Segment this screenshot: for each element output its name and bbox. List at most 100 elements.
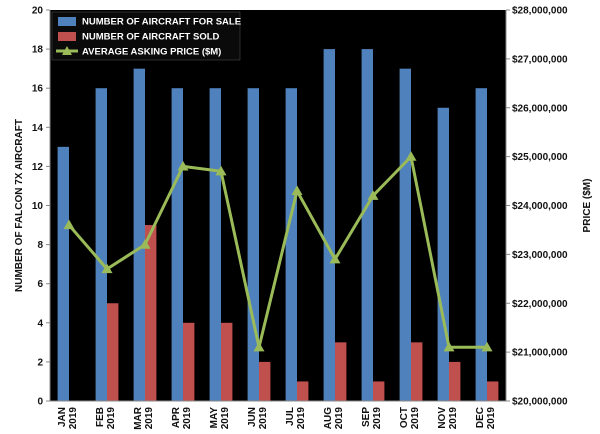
bar-for-sale (95, 88, 107, 401)
x-tick-year: 2019 (258, 407, 269, 430)
x-tick-year: 2019 (334, 407, 345, 430)
price-marker (63, 219, 75, 230)
legend-label: AVERAGE ASKING PRICE ($M) (82, 47, 221, 58)
bar-for-sale (209, 88, 221, 401)
legend-label: NUMBER OF AIRCRAFT SOLD (82, 32, 220, 43)
plot-area (50, 10, 506, 401)
x-tick-label: DEC2019 (475, 407, 497, 430)
y-tick-label-right: $20,000,000 (512, 397, 568, 408)
y-tick-label-right: $21,000,000 (512, 348, 568, 359)
bar-sold (107, 303, 119, 401)
y-tick-label-left: 10 (32, 201, 44, 212)
bar-for-sale (437, 107, 449, 401)
bar-sold (373, 381, 385, 401)
y-tick-label-left: 20 (32, 6, 44, 17)
price-marker (405, 151, 417, 161)
y-tick-label-left: 4 (37, 318, 43, 329)
x-tick-year: 2019 (410, 407, 421, 430)
y-axis-title-left: NUMBER OF FALCON 7X AIRCRAFT (14, 119, 25, 292)
bar-for-sale (285, 88, 297, 401)
y-tick-label-left: 6 (37, 279, 43, 290)
x-tick-year: 2019 (106, 407, 117, 430)
x-tick-year: 2019 (144, 407, 155, 430)
x-tick-month: NOV (437, 407, 448, 429)
legend-box (51, 11, 241, 61)
y-tick-label-left: 14 (32, 123, 44, 134)
legend-swatch (58, 32, 76, 41)
y-axis-title-right: PRICE ($M) (582, 179, 593, 233)
price-marker (367, 190, 379, 200)
x-tick-month: JUL (285, 407, 296, 426)
x-tick-month: OCT (399, 407, 410, 428)
x-tick-label: JAN2019 (57, 407, 79, 430)
price-marker (253, 341, 265, 352)
axes-layer: 0 2 4 6 8 10 12 14 16 18 20 $20,000,000 $21,000,000 $… (32, 6, 568, 430)
bar-sold (449, 361, 461, 401)
bar-sold (411, 342, 423, 401)
bars-layer (57, 49, 499, 402)
bar-for-sale (133, 68, 145, 402)
bar-for-sale (247, 88, 259, 401)
x-tick-label: NOV2019 (437, 407, 459, 430)
x-tick-year: 2019 (486, 407, 497, 430)
x-tick-month: AUG (323, 407, 334, 429)
bar-for-sale (57, 146, 69, 401)
bar-sold (297, 381, 309, 401)
x-tick-label: OCT2019 (399, 407, 421, 430)
price-marker (443, 341, 455, 352)
x-tick-year: 2019 (296, 407, 307, 430)
y-tick-label-left: 2 (37, 357, 43, 368)
x-tick-month: JAN (57, 407, 68, 427)
x-tick-year: 2019 (220, 407, 231, 430)
price-marker (215, 165, 227, 176)
x-tick-label: APR2019 (171, 406, 193, 429)
x-tick-label: AUG2019 (323, 407, 345, 430)
price-line (67, 155, 487, 349)
x-tick-month: JUN (247, 407, 258, 427)
y-tick-label-right: $27,000,000 (512, 54, 568, 65)
y-tick-label-right: $22,000,000 (512, 299, 568, 310)
x-tick-month: MAY (209, 407, 220, 429)
bar-sold (145, 225, 157, 401)
y-tick-label-left: 8 (37, 240, 43, 251)
legend-swatch-marker (62, 46, 72, 55)
x-tick-month: FEB (95, 407, 106, 427)
bar-for-sale (475, 88, 487, 401)
price-marker (329, 253, 341, 264)
bar-for-sale (171, 88, 183, 401)
x-tick-month: DEC (475, 407, 486, 428)
legend-label: NUMBER OF AIRCRAFT FOR SALE (82, 17, 241, 28)
x-tick-month: APR (171, 406, 182, 428)
x-tick-label: MAY2019 (209, 407, 231, 430)
x-tick-label: MAR2019 (133, 406, 155, 430)
line-layer (63, 151, 493, 352)
bar-for-sale (323, 49, 335, 401)
price-marker (481, 341, 493, 352)
bar-sold (183, 322, 195, 401)
bar-sold (259, 361, 271, 401)
bar-for-sale (361, 49, 373, 401)
y-tick-label-right: $28,000,000 (512, 6, 568, 17)
legend: NUMBER OF AIRCRAFT FOR SALE NUMBER OF AIR… (51, 11, 241, 61)
bar-for-sale (399, 68, 411, 402)
y-tick-label-right: $26,000,000 (512, 103, 568, 114)
y-tick-label-right: $23,000,000 (512, 250, 568, 261)
price-marker (101, 263, 113, 274)
y-tick-label-right: $24,000,000 (512, 201, 568, 212)
x-tick-label: JUL2019 (285, 407, 307, 430)
bar-sold (487, 381, 499, 401)
price-marker (139, 239, 151, 249)
x-tick-year: 2019 (182, 407, 193, 430)
x-tick-label: FEB2019 (95, 407, 117, 430)
x-tick-month: SEP (361, 407, 372, 427)
x-tick-label: JUN2019 (247, 407, 269, 430)
x-tick-month: MAR (133, 406, 144, 430)
price-marker (177, 160, 189, 171)
y-tick-label-left: 16 (32, 84, 44, 95)
y-tick-label-left: 12 (32, 162, 44, 173)
y-tick-label-left: 0 (37, 397, 43, 408)
legend-swatch (58, 17, 76, 26)
x-tick-year: 2019 (68, 407, 79, 430)
price-marker (291, 185, 303, 195)
